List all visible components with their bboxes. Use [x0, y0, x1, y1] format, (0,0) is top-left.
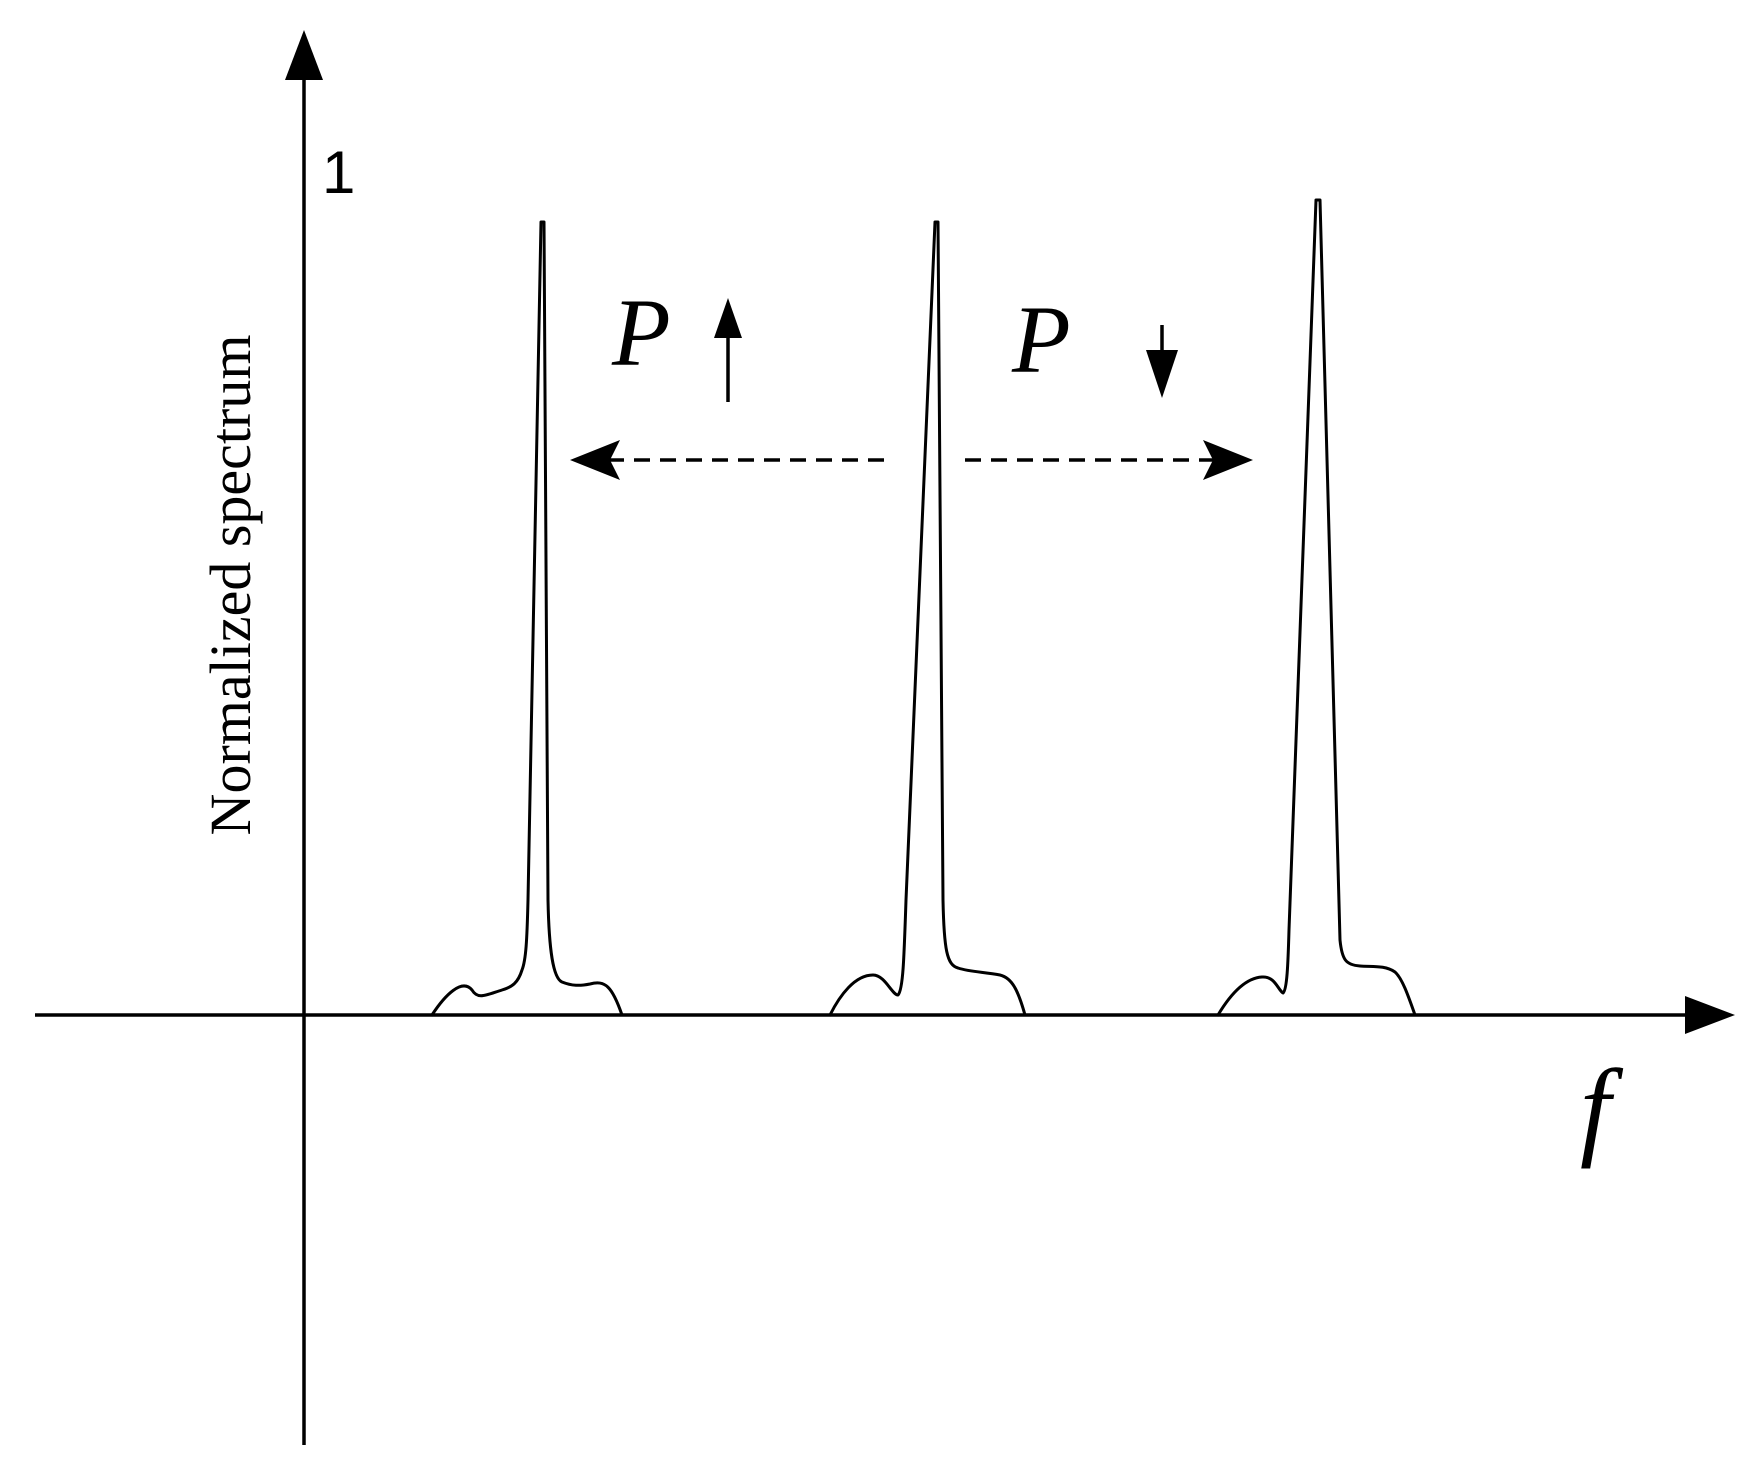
y-axis-arrowhead	[285, 30, 323, 80]
left-peak	[430, 220, 624, 1017]
y-axis-label: Normalized spectrum	[198, 335, 263, 836]
peaks-group	[430, 198, 1417, 1017]
x-axis-arrowhead	[1685, 996, 1735, 1034]
x-axis-label: f	[1580, 1047, 1624, 1169]
right-peak	[1216, 198, 1417, 1017]
right-p-label: P	[1011, 286, 1071, 393]
right-dashed-arrowhead	[1203, 440, 1253, 480]
up-arrow-icon	[714, 298, 742, 338]
y-axis	[285, 30, 323, 1445]
down-arrow-icon	[1146, 350, 1178, 398]
left-dashed-arrowhead	[570, 440, 620, 480]
x-axis	[35, 996, 1735, 1034]
left-p-label: P	[611, 279, 671, 386]
y-tick-label: 1	[322, 139, 355, 206]
left-annotation: P	[570, 279, 893, 480]
center-peak	[828, 220, 1027, 1017]
right-annotation: P	[965, 286, 1253, 480]
